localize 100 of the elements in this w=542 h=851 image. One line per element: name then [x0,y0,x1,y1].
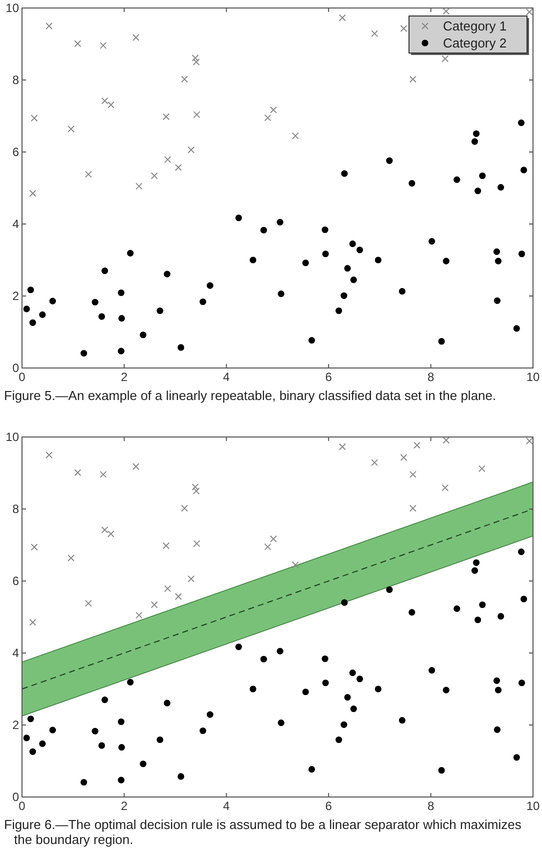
point [341,170,348,177]
point [181,504,188,512]
point [107,530,114,538]
y-tick-label: 2 [12,718,20,732]
point [164,156,172,164]
point [127,678,134,686]
point [250,256,256,264]
point [80,778,88,786]
x-tick-label: 10 [526,370,540,384]
point [23,734,30,742]
point [164,700,170,706]
point [371,30,378,38]
point [409,76,416,83]
point [101,696,108,704]
point [140,760,146,768]
point [520,166,528,174]
point [200,298,206,306]
point [260,656,268,662]
point [270,535,277,542]
point [30,544,38,551]
point [27,716,34,722]
point [374,256,382,264]
point [270,106,277,114]
point [349,670,356,676]
point [278,720,284,726]
point [442,55,449,62]
point [276,218,284,226]
caption: Figure 6.—The optimal decision rule is assumed to be a linear separator which maximizes the boundary region. [4,817,522,847]
point [118,718,124,726]
point [494,726,501,733]
point [118,776,124,784]
legend-label: Category 2 [443,36,507,51]
point [39,311,46,318]
point [442,8,450,15]
x-tick-label: 6 [325,370,332,384]
point [132,463,140,470]
x-tick-label: 10 [526,799,540,813]
point [442,686,450,694]
point [107,101,114,108]
point [264,114,272,122]
y-tick-label: 4 [12,217,20,232]
point [442,436,450,444]
point [276,648,284,654]
point [192,54,199,62]
point [39,740,46,748]
point [46,452,53,458]
point [493,677,500,684]
point [29,190,36,197]
y-tick-label: 8 [12,73,20,88]
y-tick-label: 8 [12,502,20,516]
point [174,592,182,600]
point [474,188,482,194]
point [302,688,309,696]
y-tick-label: 6 [12,145,20,160]
point [494,297,501,304]
point [162,113,170,120]
point [136,182,143,190]
x-tick-label: 8 [427,799,434,813]
point [192,484,199,491]
point [400,454,408,462]
point [98,313,106,320]
point [235,214,242,222]
x-tick-label: 8 [427,370,434,384]
point [479,172,486,180]
point [400,25,408,32]
point [308,766,316,773]
point [192,58,200,66]
point [118,289,124,296]
y-tick-label: 10 [6,430,20,444]
point [292,561,299,568]
point [162,542,170,550]
point [344,694,351,701]
point [472,130,480,137]
caption: Figure 5.—An example of a linearly repeatable, binary classified data set in the plane. [4,388,496,403]
point [498,612,504,620]
point [188,146,195,154]
point [493,248,500,256]
point [340,721,348,728]
point [235,644,242,650]
point [398,717,406,724]
point [74,469,82,476]
point [442,258,450,264]
point [322,226,328,234]
point [29,618,36,626]
point [472,559,480,566]
point [29,319,36,326]
point [322,250,329,258]
point [132,34,140,42]
point [188,575,195,582]
x-tick-label: 2 [120,370,128,384]
point [454,605,460,612]
point [428,238,436,245]
point [92,298,98,306]
point [92,728,98,734]
point [192,488,200,494]
point [442,484,449,492]
point [518,548,525,556]
point [341,599,348,606]
point [260,226,268,234]
point [164,585,172,592]
